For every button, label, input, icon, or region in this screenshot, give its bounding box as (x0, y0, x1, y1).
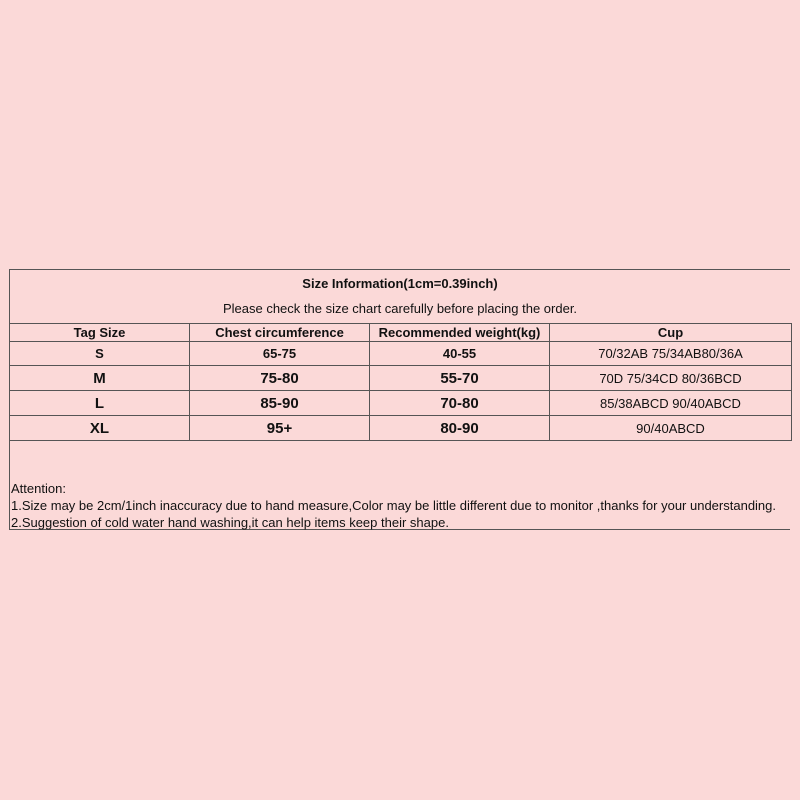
cup-cell: 85/38ABCD 90/40ABCD (549, 390, 792, 416)
chest-cell: 85-90 (189, 390, 370, 416)
weight-cell: 40-55 (369, 341, 550, 366)
table-row: M 75-80 55-70 70D 75/34CD 80/36BCD (9, 365, 792, 391)
header-chest: Chest circumference (189, 323, 370, 342)
tag-size-cell: S (9, 341, 190, 366)
header-tag-size: Tag Size (9, 323, 190, 342)
attention-heading: Attention: (11, 481, 66, 496)
chart-subtitle: Please check the size chart carefully be… (222, 301, 578, 316)
table-header-row: Tag Size Chest circumference Recommended… (9, 323, 792, 342)
header-weight: Recommended weight(kg) (369, 323, 550, 342)
chest-cell: 95+ (189, 415, 370, 441)
weight-cell: 70-80 (369, 390, 550, 416)
size-table: Tag Size Chest circumference Recommended… (9, 323, 792, 441)
weight-cell: 55-70 (369, 365, 550, 391)
cup-cell: 70/32AB 75/34AB80/36A (549, 341, 792, 366)
table-row: S 65-75 40-55 70/32AB 75/34AB80/36A (9, 341, 792, 366)
table-row: L 85-90 70-80 85/38ABCD 90/40ABCD (9, 390, 792, 416)
chest-cell: 75-80 (189, 365, 370, 391)
table-row: XL 95+ 80-90 90/40ABCD (9, 415, 792, 441)
tag-size-cell: XL (9, 415, 190, 441)
chest-cell: 65-75 (189, 341, 370, 366)
attention-notes: Attention: 1.Size may be 2cm/1inch inacc… (11, 480, 776, 531)
cup-cell: 90/40ABCD (549, 415, 792, 441)
header-cup: Cup (549, 323, 792, 342)
tag-size-cell: L (9, 390, 190, 416)
tag-size-cell: M (9, 365, 190, 391)
weight-cell: 80-90 (369, 415, 550, 441)
chart-title: Size Information(1cm=0.39inch) (302, 276, 498, 291)
attention-line: 2.Suggestion of cold water hand washing,… (11, 515, 449, 530)
cup-cell: 70D 75/34CD 80/36BCD (549, 365, 792, 391)
attention-line: 1.Size may be 2cm/1inch inaccuracy due t… (11, 498, 777, 513)
